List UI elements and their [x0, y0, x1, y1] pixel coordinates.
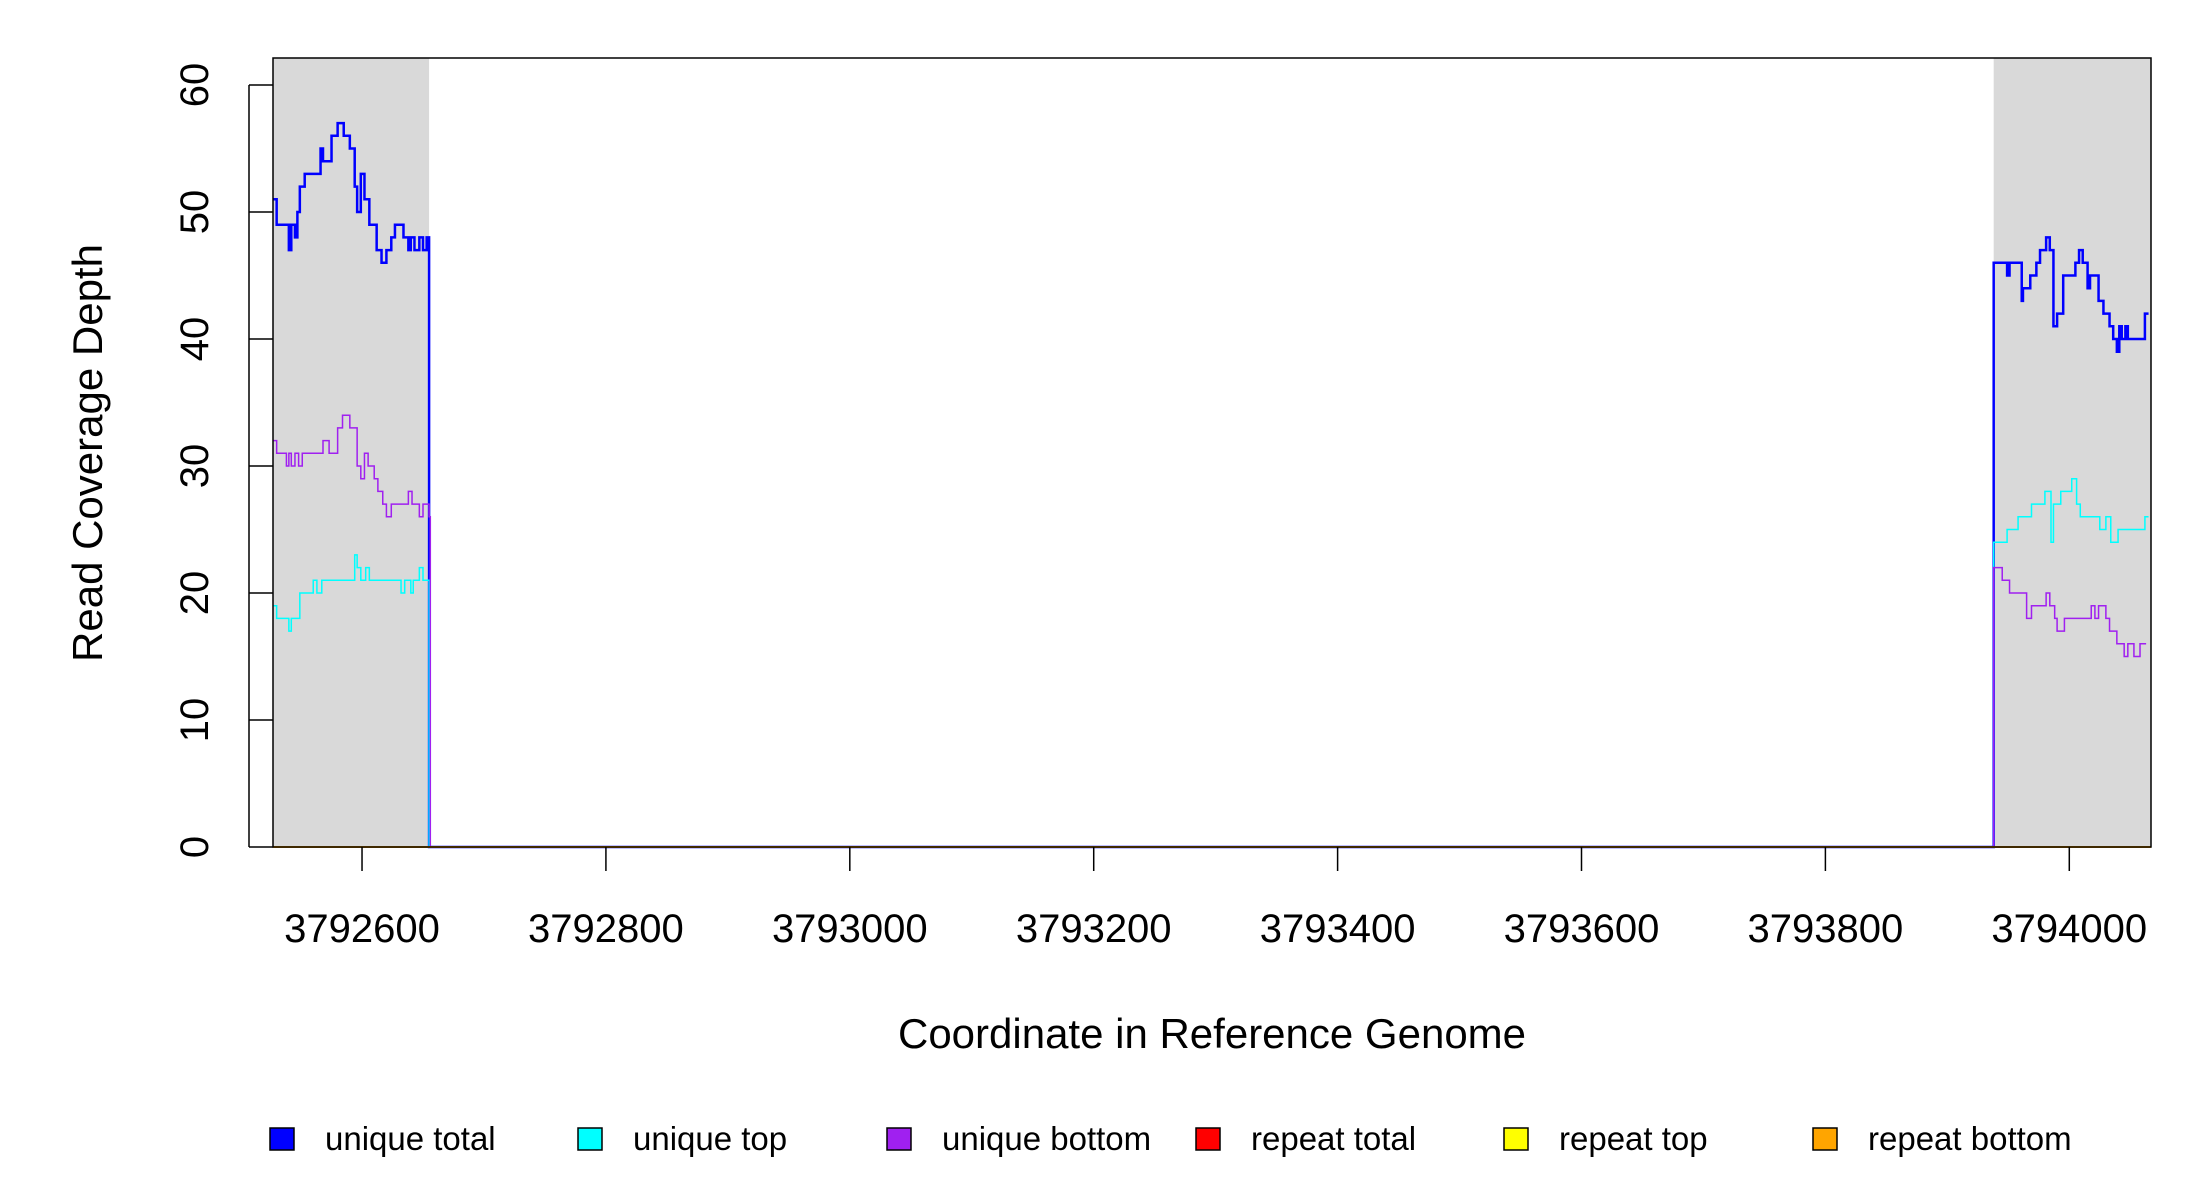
series-lines — [273, 121, 2151, 849]
legend-label: unique top — [633, 1120, 787, 1157]
series-line-unique-top — [273, 477, 2149, 848]
y-tick-label: 10 — [173, 698, 217, 743]
x-tick-label: 3793600 — [1504, 907, 1660, 951]
legend-label: unique bottom — [942, 1120, 1151, 1157]
legend-swatch — [577, 1127, 603, 1151]
x-tick-label: 3793200 — [1016, 907, 1172, 951]
x-tick-label: 3793400 — [1260, 907, 1416, 951]
legend-swatch — [1195, 1127, 1221, 1151]
legend-swatch — [886, 1127, 912, 1151]
x-tick-label: 3793800 — [1748, 907, 1904, 951]
legend-label: repeat bottom — [1868, 1120, 2072, 1157]
legend-label: unique total — [325, 1120, 496, 1157]
legend-swatch — [269, 1127, 295, 1151]
x-tick-label: 3792800 — [528, 907, 684, 951]
x-tick-label: 3793000 — [772, 907, 928, 951]
legend-label: repeat total — [1251, 1120, 1416, 1157]
legend-label: repeat top — [1559, 1120, 1708, 1157]
legend: unique total unique top unique bottom repea… — [269, 1120, 2072, 1157]
plot-frame — [272, 57, 2152, 848]
series-line-unique-bottom — [273, 414, 2147, 848]
legend-swatch — [1812, 1127, 1838, 1151]
y-tick-label: 60 — [173, 63, 217, 108]
x-tick-label: 3792600 — [284, 907, 440, 951]
x-axis-title: Coordinate in Reference Genome — [898, 1010, 1526, 1057]
y-tick-label: 50 — [173, 190, 217, 235]
shaded-region — [1993, 58, 2151, 847]
x-tick-label: 3794000 — [1991, 907, 2147, 951]
y-tick-label: 20 — [173, 571, 217, 616]
x-axis: 3792600 3792800 3793000 3793200 3793400 37936… — [284, 847, 2147, 951]
shaded-regions — [273, 58, 2151, 847]
y-axis: 0 10 20 30 40 50 60 — [173, 63, 273, 858]
y-tick-label: 30 — [173, 444, 217, 489]
legend-swatch — [1503, 1127, 1529, 1151]
y-tick-label: 40 — [173, 317, 217, 362]
y-axis-title: Read Coverage Depth — [64, 244, 111, 662]
y-tick-label: 0 — [173, 836, 217, 858]
shaded-region — [273, 58, 430, 847]
series-line-unique-total — [273, 121, 2149, 849]
